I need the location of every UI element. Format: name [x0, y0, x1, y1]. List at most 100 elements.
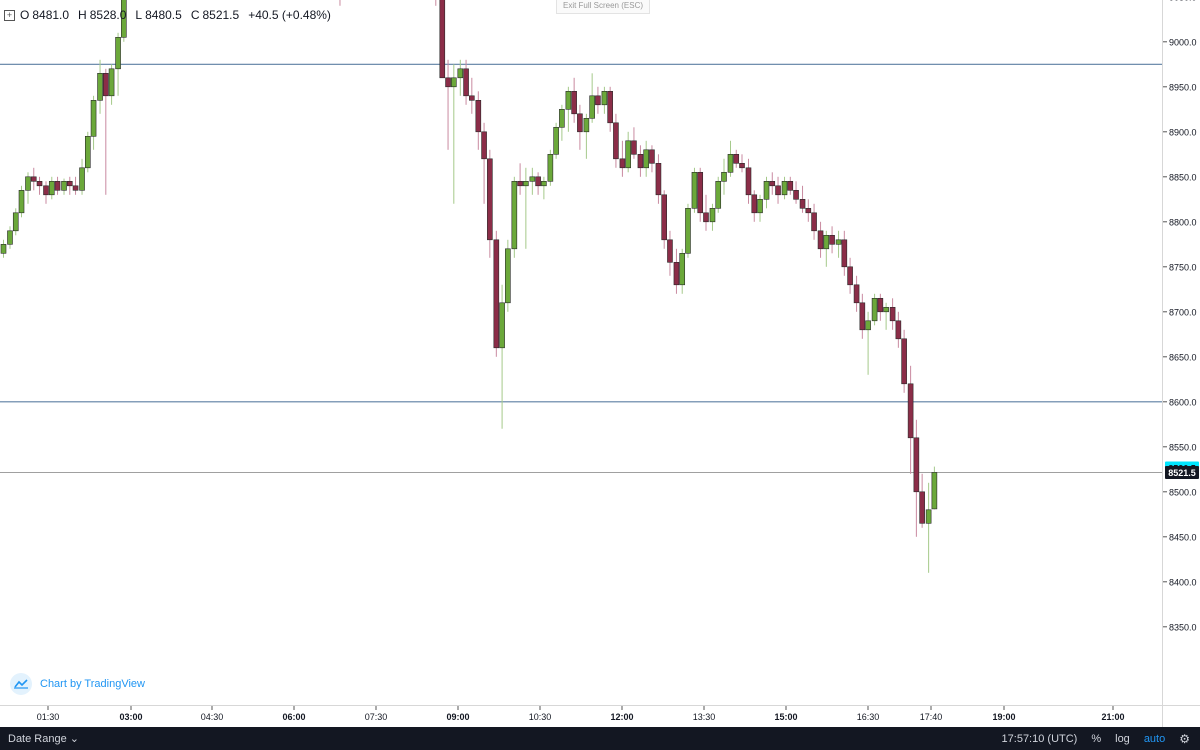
time-tick-label: 07:30	[365, 712, 388, 722]
time-tick-label: 01:30	[37, 712, 60, 722]
candle	[499, 284, 505, 429]
candle	[847, 257, 853, 294]
candle	[0, 239, 7, 258]
candle	[931, 466, 938, 510]
candle	[493, 230, 500, 357]
candle	[835, 230, 842, 258]
exit-fullscreen-button[interactable]: Exit Full Screen (ESC)	[556, 0, 650, 14]
candle	[655, 154, 662, 204]
candle	[907, 365, 914, 474]
tradingview-watermark[interactable]: Chart by TradingView	[10, 673, 145, 695]
auto-toggle[interactable]: auto	[1143, 732, 1166, 745]
candle	[625, 131, 631, 173]
candle	[97, 59, 103, 114]
time-tick-label: 15:00	[774, 712, 797, 722]
price-tick-label: 8500.0	[1169, 487, 1197, 497]
candle	[445, 59, 451, 150]
candle	[859, 293, 866, 339]
candle	[511, 176, 518, 258]
candle	[595, 86, 601, 114]
candle	[805, 199, 812, 222]
candle	[541, 176, 547, 200]
candle	[451, 64, 457, 204]
candle	[607, 86, 613, 132]
candle	[571, 77, 577, 123]
candle	[763, 176, 770, 209]
candle	[925, 482, 932, 573]
date-range-label: Date Range	[8, 733, 67, 745]
candle	[901, 329, 907, 393]
candle	[697, 167, 704, 222]
price-tick-label: 8650.0	[1169, 352, 1197, 362]
time-tick-label: 17:40	[920, 712, 943, 722]
candle	[457, 59, 464, 96]
candle	[61, 178, 67, 195]
candle	[517, 163, 523, 195]
chevron-down-icon: ⌄	[69, 733, 79, 745]
candle	[865, 311, 871, 375]
candle	[661, 190, 667, 249]
candle	[637, 145, 644, 177]
candle	[727, 140, 734, 177]
candle	[829, 226, 835, 254]
utc-clock[interactable]: 17:57:10 (UTC)	[1001, 732, 1078, 745]
price-tick-label: 8950.0	[1169, 82, 1197, 92]
time-tick-label: 06:00	[282, 712, 305, 722]
price-tick-label: 8550.0	[1169, 442, 1197, 452]
candle	[583, 113, 590, 159]
high-label: H	[78, 8, 87, 22]
gear-icon[interactable]: ⚙	[1179, 731, 1190, 746]
date-range-button[interactable]: Date Range ⌄	[8, 732, 79, 745]
candle	[649, 145, 655, 173]
candle	[919, 473, 925, 528]
candle	[889, 298, 896, 330]
candle	[895, 311, 902, 348]
candle	[691, 167, 698, 213]
price-tick-label: 8350.0	[1169, 622, 1197, 632]
candle	[36, 176, 43, 195]
candle	[739, 154, 745, 173]
candle	[439, 0, 446, 79]
square-plus-icon[interactable]: +	[4, 9, 15, 21]
open-value: 8481.0	[32, 8, 70, 22]
candle	[25, 172, 31, 204]
candle	[667, 230, 673, 276]
candle	[799, 185, 806, 213]
candle	[619, 140, 626, 177]
candle	[775, 176, 781, 204]
candle	[733, 149, 740, 168]
time-tick-label: 16:30	[857, 712, 880, 722]
candle	[54, 176, 61, 195]
candle	[481, 122, 487, 204]
candle	[43, 181, 49, 204]
close-label: C	[190, 8, 200, 22]
candle	[90, 95, 97, 150]
candle	[535, 172, 541, 195]
candle	[463, 59, 469, 105]
time-tick-label: 13:30	[693, 712, 716, 722]
price-axis[interactable]: 9550.09500.09450.09400.09350.09300.09250…	[1162, 0, 1200, 705]
axis-corner	[1162, 705, 1200, 728]
candle	[469, 77, 475, 114]
candle	[108, 64, 115, 105]
candle	[781, 176, 788, 200]
candle	[745, 158, 752, 204]
close-value: 8521.5	[202, 8, 240, 22]
price-tick-label: 8450.0	[1169, 532, 1197, 542]
change-value: +40.5 (+0.48%)	[248, 8, 331, 22]
log-toggle[interactable]: log	[1115, 732, 1130, 745]
candle	[883, 302, 889, 330]
percent-toggle[interactable]: %	[1091, 732, 1102, 745]
price-tick-label: 8900.0	[1169, 127, 1197, 137]
price-chart[interactable]	[0, 0, 1162, 705]
time-tick-label: 09:00	[446, 712, 469, 722]
candle	[12, 208, 19, 236]
candle	[853, 275, 860, 312]
candle	[121, 0, 127, 42]
horizontal-lines[interactable]	[0, 0, 1162, 473]
candle	[679, 248, 686, 294]
candle	[643, 140, 649, 177]
time-tick-label: 03:00	[119, 712, 142, 722]
time-axis[interactable]: 01:30 03:00 04:30 06:00 07:30 09:00 10:30 12:00…	[0, 705, 1162, 728]
price-tick-label: 8750.0	[1169, 262, 1197, 272]
